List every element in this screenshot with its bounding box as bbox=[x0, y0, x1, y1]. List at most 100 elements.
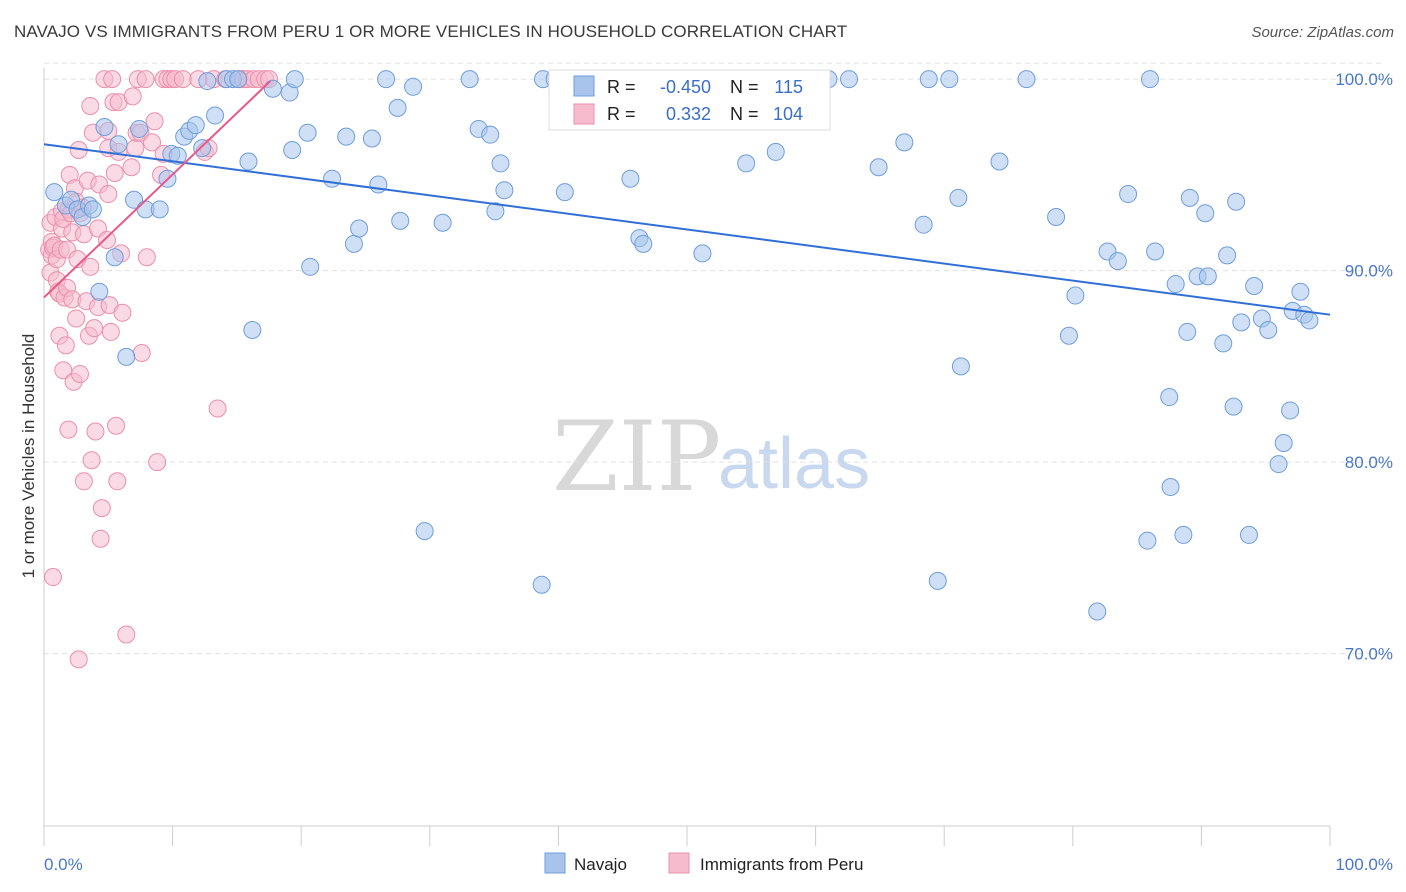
navajo-data-point bbox=[301, 257, 320, 276]
trend-lines bbox=[43, 80, 1331, 316]
legend-n-label-peru: N = bbox=[730, 104, 759, 124]
navajo-data-point bbox=[433, 213, 452, 232]
navajo-data-point bbox=[1166, 275, 1185, 294]
legend-r-label-navajo: R = bbox=[607, 77, 636, 97]
navajo-data-point bbox=[621, 169, 640, 188]
watermark: ZIP atlas bbox=[552, 401, 870, 513]
peru-data-point bbox=[145, 112, 164, 131]
bottom-legend-swatch-peru bbox=[668, 852, 690, 874]
navajo-data-point bbox=[404, 77, 423, 96]
peru-data-point bbox=[85, 319, 104, 338]
legend-swatch-navajo bbox=[573, 75, 595, 97]
peru-data-point bbox=[108, 472, 127, 491]
navajo-data-point bbox=[391, 211, 410, 230]
navajo-data-point bbox=[243, 321, 262, 340]
navajo-data-point bbox=[1218, 246, 1237, 265]
peru-data-point bbox=[148, 453, 167, 472]
peru-data-point bbox=[105, 163, 124, 182]
watermark-atlas: atlas bbox=[718, 424, 870, 504]
peru-data-point bbox=[132, 343, 151, 362]
navajo-data-point bbox=[1161, 478, 1180, 497]
navajo-data-point bbox=[737, 154, 756, 173]
navajo-data-point bbox=[634, 234, 653, 253]
peru-data-point bbox=[54, 361, 73, 380]
navajo-data-point bbox=[928, 571, 947, 590]
navajo-data-point bbox=[239, 152, 258, 171]
peru-data-point bbox=[113, 303, 132, 322]
y-tick-label: 80.0% bbox=[1345, 453, 1393, 472]
peru-data-point bbox=[101, 322, 120, 341]
peru-data-point bbox=[91, 529, 110, 548]
top-legend: R = -0.450 N = 115 R = 0.332 N = 104 bbox=[548, 69, 831, 131]
navajo-data-point bbox=[532, 575, 551, 594]
peru-data-point bbox=[122, 158, 141, 177]
peru-trend-line bbox=[43, 80, 272, 299]
y-axis-label: 1 or more Vehicles in Household bbox=[19, 334, 38, 579]
navajo-data-point bbox=[45, 183, 64, 202]
navajo-data-point bbox=[766, 142, 785, 161]
y-tick-label: 90.0% bbox=[1345, 262, 1393, 281]
navajo-data-point bbox=[486, 202, 505, 221]
peru-data-point bbox=[98, 231, 117, 250]
navajo-data-point bbox=[555, 183, 574, 202]
navajo-data-point bbox=[229, 70, 248, 89]
bottom-legend-swatch-navajo bbox=[544, 852, 566, 874]
peru-data-point bbox=[82, 451, 101, 470]
navajo-data-point bbox=[350, 219, 369, 238]
navajo-data-point bbox=[377, 70, 396, 89]
navajo-data-point bbox=[1160, 388, 1179, 407]
peru-data-point bbox=[103, 70, 122, 89]
navajo-data-point bbox=[495, 181, 514, 200]
legend-n-value-peru: 104 bbox=[773, 104, 803, 124]
peru-data-point bbox=[67, 309, 86, 328]
navajo-data-point bbox=[125, 190, 144, 209]
navajo-data-point bbox=[105, 248, 124, 267]
navajo-data-point bbox=[344, 234, 363, 253]
navajo-data-point bbox=[337, 127, 356, 146]
y-tick-label: 100.0% bbox=[1335, 70, 1393, 89]
axes bbox=[43, 68, 1331, 846]
navajo-data-point bbox=[285, 70, 304, 89]
navajo-data-point bbox=[1224, 397, 1243, 416]
navajo-data-point bbox=[1196, 204, 1215, 223]
legend-r-value-peru: 0.332 bbox=[666, 104, 711, 124]
navajo-data-point bbox=[1259, 321, 1278, 340]
navajo-data-point bbox=[951, 357, 970, 376]
navajo-data-point bbox=[206, 106, 225, 125]
x-tick-label-max: 100.0% bbox=[1335, 855, 1393, 874]
navajo-data-point bbox=[95, 118, 114, 137]
peru-data-point bbox=[99, 185, 118, 204]
navajo-data-point bbox=[914, 215, 933, 234]
navajo-data-point bbox=[1174, 525, 1193, 544]
peru-data-point bbox=[71, 365, 90, 384]
navajo-data-point bbox=[1119, 185, 1138, 204]
navajo-data-point bbox=[362, 129, 381, 148]
navajo-data-point bbox=[1178, 322, 1197, 341]
navajo-data-point bbox=[90, 282, 109, 301]
navajo-data-point bbox=[1274, 434, 1293, 452]
peru-data-point bbox=[208, 399, 227, 418]
x-tick-labels: 0.0% 100.0% bbox=[44, 855, 1393, 874]
legend-n-label-navajo: N = bbox=[730, 77, 759, 97]
source-credit: Source: ZipAtlas.com bbox=[1251, 24, 1394, 41]
navajo-data-point bbox=[1281, 401, 1300, 420]
navajo-data-point bbox=[150, 200, 169, 219]
navajo-data-point bbox=[323, 169, 342, 188]
legend-swatch-peru bbox=[573, 103, 595, 125]
legend-n-value-navajo: 115 bbox=[774, 77, 803, 97]
navajo-data-point bbox=[949, 188, 968, 207]
navajo-data-point bbox=[168, 146, 187, 165]
peru-data-point bbox=[44, 568, 63, 587]
navajo-data-point bbox=[117, 347, 136, 366]
navajo-data-point bbox=[263, 79, 282, 98]
navajo-data-point bbox=[298, 123, 317, 142]
peru-data-point bbox=[86, 422, 105, 441]
navajo-data-point bbox=[1088, 602, 1107, 621]
peru-data-point bbox=[107, 416, 126, 435]
series-navajo-points bbox=[45, 70, 1319, 621]
navajo-data-point bbox=[1180, 188, 1199, 207]
chart-title: NAVAJO VS IMMIGRANTS FROM PERU 1 OR MORE… bbox=[14, 22, 848, 41]
navajo-trend-line bbox=[43, 143, 1331, 316]
navajo-data-point bbox=[919, 70, 938, 89]
